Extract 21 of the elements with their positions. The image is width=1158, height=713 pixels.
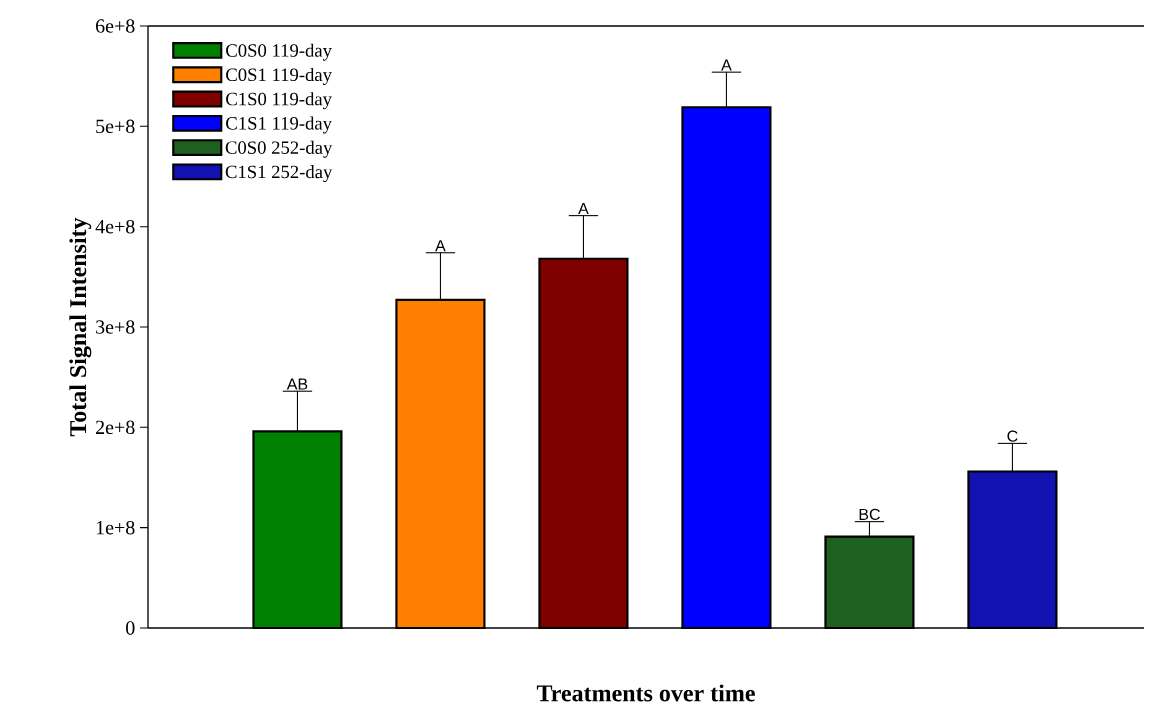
data-label: A xyxy=(435,240,446,252)
data-label: A xyxy=(721,59,732,71)
data-label: A xyxy=(578,203,589,215)
y-axis-title: Total Signal Intensity xyxy=(69,217,92,437)
legend-label: C0S1 119-day xyxy=(226,67,332,85)
y-tick-label: 3e+8 xyxy=(96,320,135,334)
data-label: AB xyxy=(286,378,308,390)
y-tick-label: 4e+8 xyxy=(95,219,135,234)
legend-label: C1S1 119-day xyxy=(226,116,332,134)
legend-label: C1S1 252-day xyxy=(225,165,333,183)
y-tick-label: 6e+8 xyxy=(95,19,135,33)
y-tick-label: 0 xyxy=(126,621,135,635)
legend-label: C0S0 252-day xyxy=(225,140,333,158)
legend-label: C0S0 119-day xyxy=(226,43,332,61)
data-label: C xyxy=(1007,430,1018,442)
legend-label: C1S0 119-day xyxy=(226,92,332,110)
x-axis-title: Treatments over time xyxy=(536,684,755,702)
y-tick-label: 5e+8 xyxy=(96,119,135,134)
y-tick-label: 1e+8 xyxy=(96,520,135,535)
y-tick-label: 2e+8 xyxy=(96,420,135,435)
data-label: BC xyxy=(859,508,880,521)
